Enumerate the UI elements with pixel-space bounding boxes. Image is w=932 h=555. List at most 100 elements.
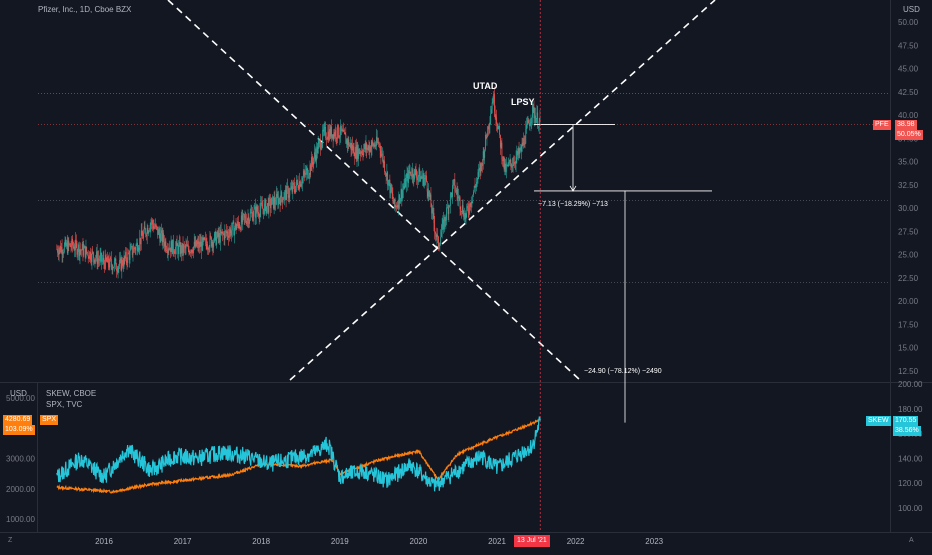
candle-body [276,194,278,197]
candle-body [344,132,346,135]
candle-body [180,245,182,255]
candle-body [446,207,448,220]
utad-annotation: UTAD [473,81,498,91]
candle-body [150,223,152,225]
price-tick-label: 12.50 [898,367,919,376]
candle-body [207,248,209,250]
candle-body [328,129,330,141]
candle-body [357,145,359,159]
candle-body [135,245,137,251]
candle-body [488,126,489,130]
candle-body [249,212,251,220]
candle-body [538,120,540,128]
candle-body [231,222,233,231]
candle-body [262,208,264,210]
candle-body [421,177,423,179]
candle-body [400,189,402,199]
candle-body [278,198,280,201]
candle-body [248,216,250,224]
candle-body [482,151,484,166]
candle-body [465,213,467,219]
candle-body [369,146,371,153]
candle-body [455,189,457,192]
candle-body [155,224,157,227]
candle-body [517,148,519,156]
candle-body [411,174,412,177]
candle-body [124,256,126,259]
candle-body [406,173,408,178]
candle-body [123,256,125,267]
candle-body [187,244,188,247]
candle-body [301,183,303,185]
candle-body [437,234,439,237]
candle-body [63,244,65,253]
candle-body [137,250,139,252]
candle-body [95,258,97,260]
candle-body [66,242,68,253]
date-cursor-badge: 13 Jul '21 [514,535,550,547]
candle-body [115,258,117,270]
candle-body [160,233,162,243]
candle-body [410,171,412,175]
candle-body [100,252,102,256]
auto-scale-toggle[interactable]: A [909,537,914,544]
candle-body [346,139,348,146]
candle-body [329,129,331,137]
candle-body [472,194,474,202]
candle-body [306,168,308,171]
candle-body [170,241,172,252]
candle-body [61,247,63,255]
candle-body [332,134,334,140]
price-tick-label: 32.50 [898,181,919,190]
candle-body [164,241,166,247]
candle-body [470,203,472,207]
candle-body [296,180,298,183]
candle-body [265,200,267,214]
spx-tick-label: 5000.00 [6,394,35,403]
candle-body [361,151,362,154]
candle-body [507,164,509,166]
candle-body [138,247,140,251]
candle-body [314,152,315,159]
time-tick-label: 2018 [252,537,270,546]
candle-body [165,241,167,250]
candle-body [282,199,284,203]
candle-body [489,121,491,126]
candle-body [376,136,377,146]
candle-body [539,117,541,121]
candle-body [149,230,150,232]
candle-body [140,230,142,245]
candle-body [184,246,186,249]
candle-body [335,130,337,139]
candle-body [317,143,319,154]
candle-body [522,142,524,146]
candle-body [69,243,71,247]
candle-body [56,249,58,250]
candle-body [532,104,533,118]
candle-body [287,186,288,188]
candle-body [403,186,405,189]
candle-body [303,171,305,176]
candle-body [174,253,176,254]
candle-body [69,243,70,245]
candle-body [294,189,296,193]
candle-body [397,205,399,208]
candle-body [66,242,67,247]
candle-body [494,111,496,117]
candle-body [443,217,445,230]
candle-body [258,211,259,216]
candle-body [258,215,260,218]
candle-body [129,249,131,260]
candle-body [373,144,375,147]
candle-body [75,239,76,250]
candle-body [210,235,212,238]
candle-body [161,230,163,243]
candle-body [93,252,94,258]
candle-body [84,246,86,258]
zoom-toggle[interactable]: Z [8,537,13,544]
candle-body [107,256,109,263]
candle-body [364,144,365,150]
candle-body [125,252,127,261]
candle-body [412,169,414,178]
